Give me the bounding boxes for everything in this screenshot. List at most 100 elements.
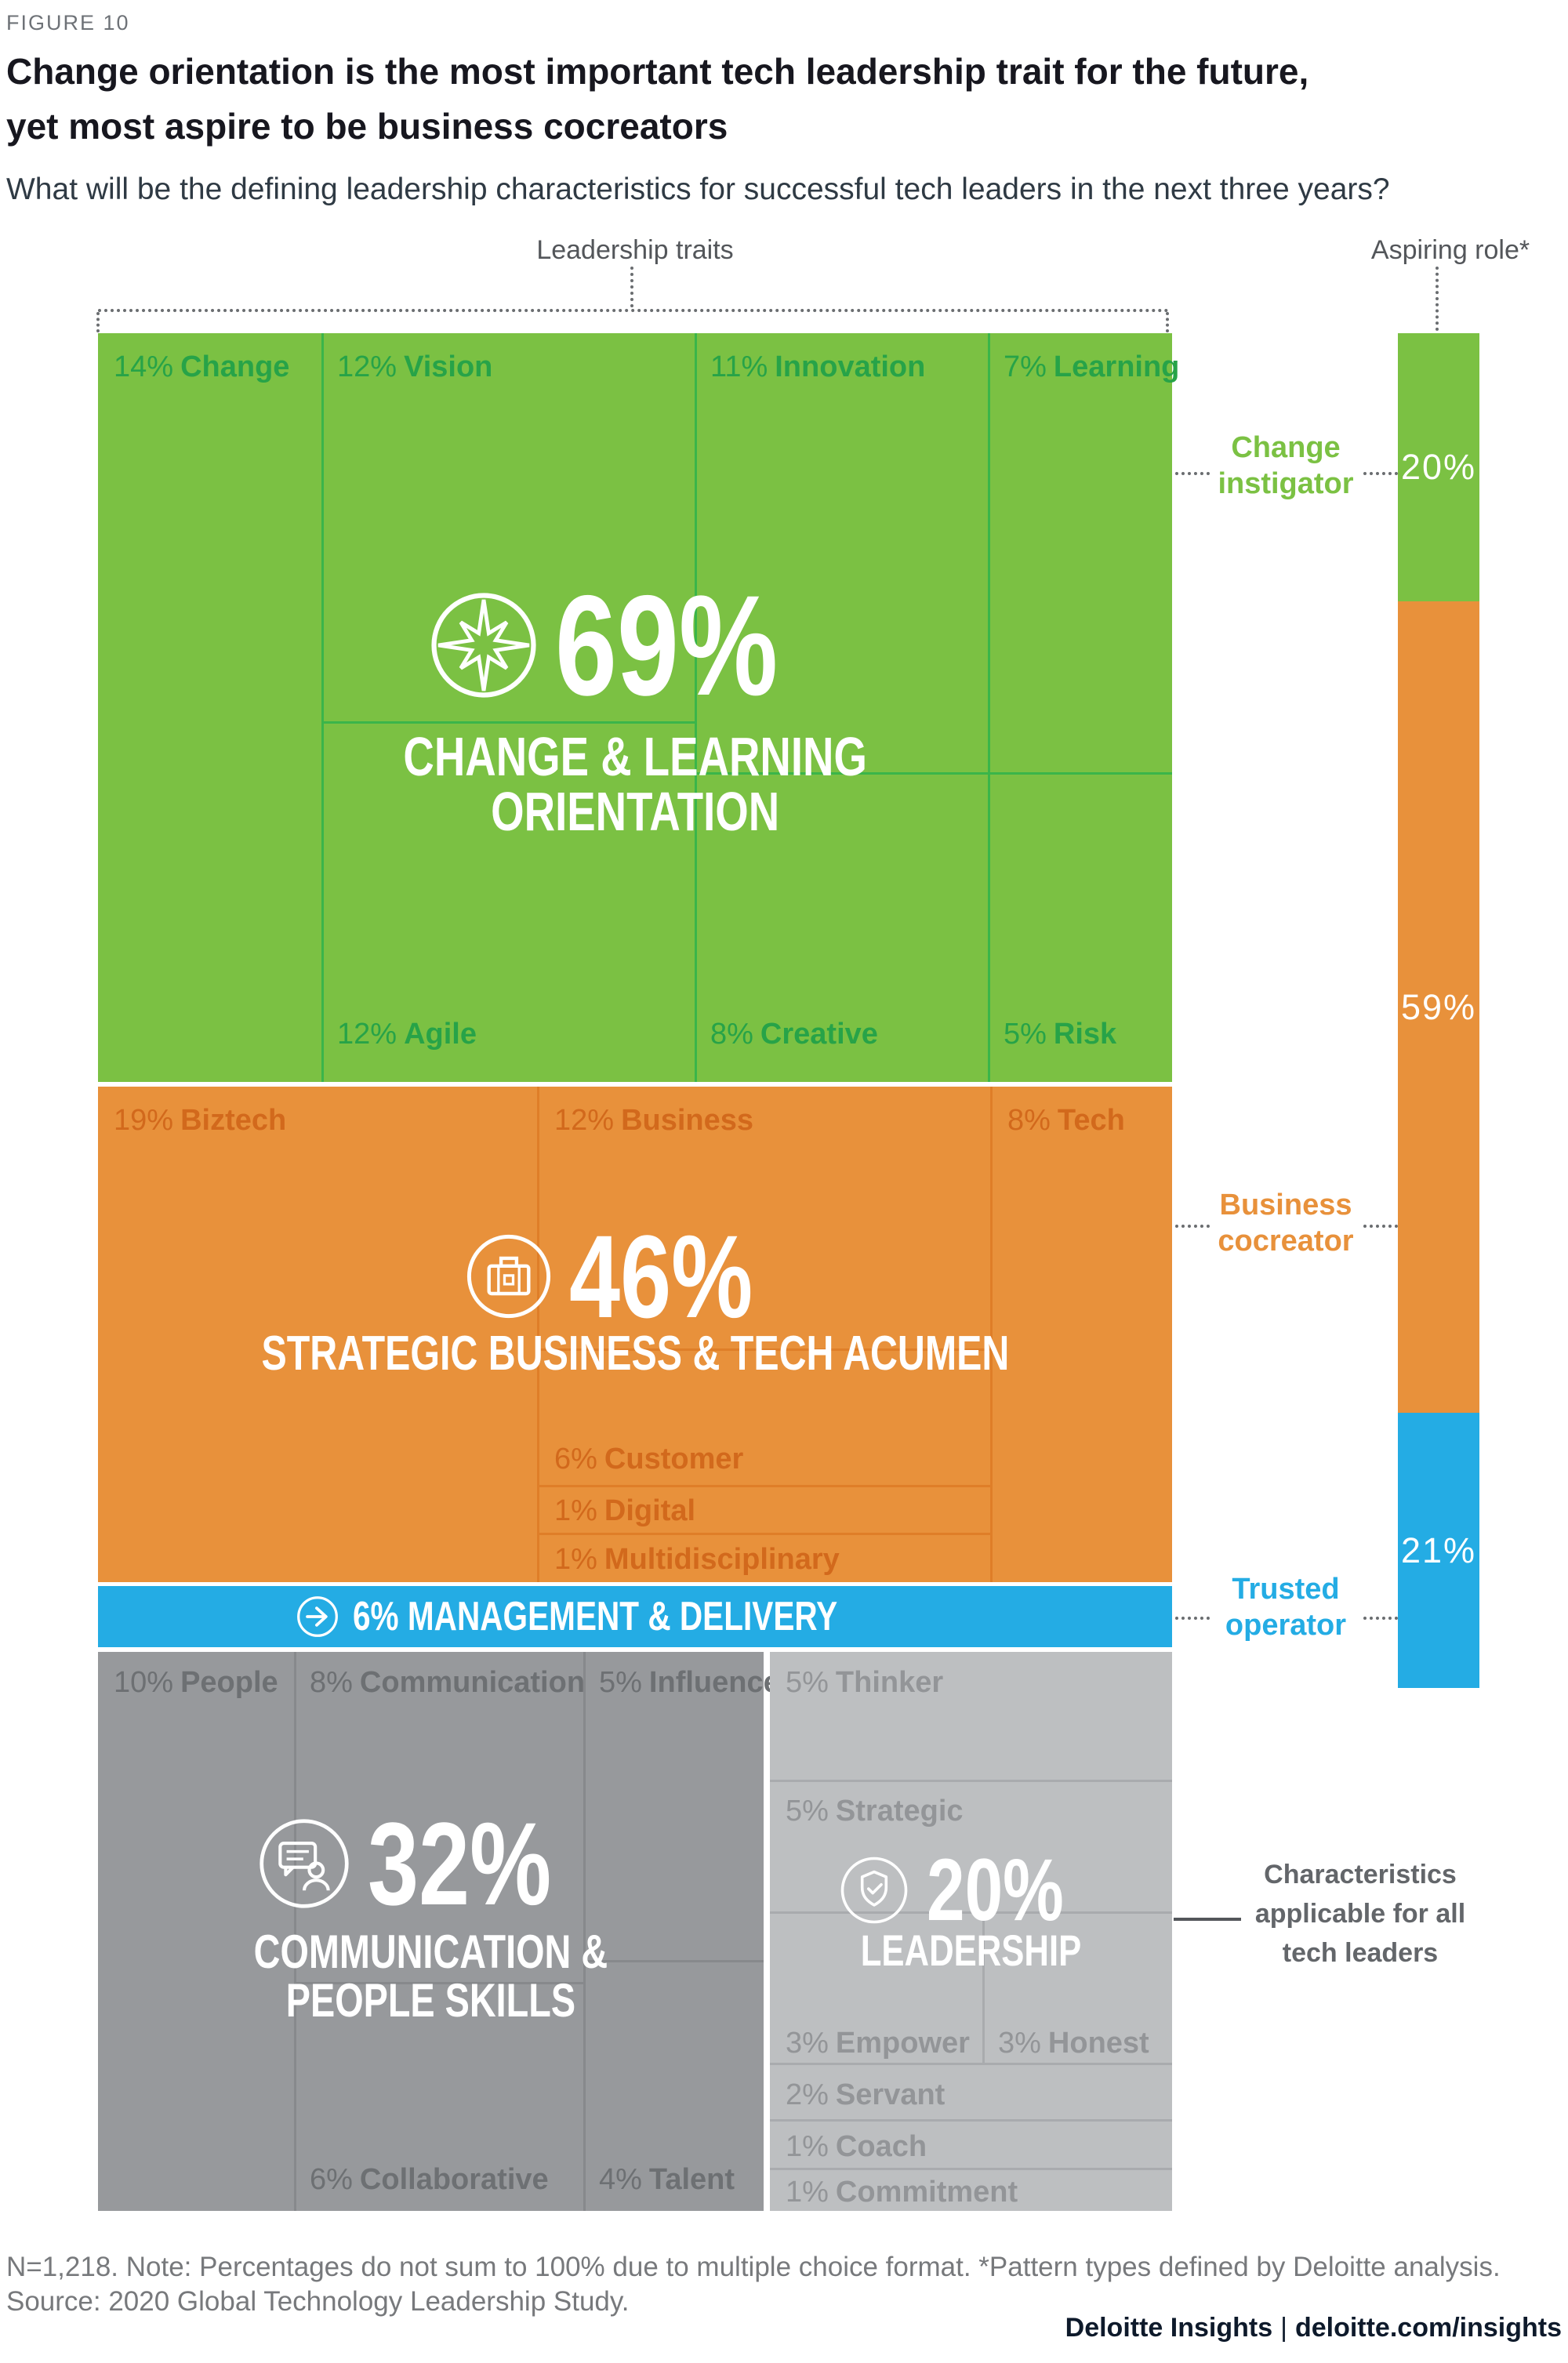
cell-pct: 12%	[337, 350, 397, 383]
group-name-line1: COMMUNICATION &	[253, 1926, 608, 1978]
divider	[770, 2063, 1172, 2065]
brand-separator: |	[1280, 2313, 1287, 2343]
page-subtitle: What will be the defining leadership cha…	[6, 172, 1390, 206]
guide-tick-role	[1436, 267, 1439, 331]
figure-number: FIGURE 10	[6, 11, 130, 34]
cell-label-creative: 8% Creative	[710, 1018, 878, 1051]
group-name: STRATEGIC BUSINESS & TECH ACUMEN	[261, 1327, 1009, 1381]
cell-pct: 8%	[710, 1018, 753, 1051]
cell-label-thinker: 5% Thinker	[786, 1666, 943, 1700]
divider	[770, 2119, 1172, 2122]
divider	[537, 1348, 993, 1351]
group-headline-inline: 6% MANAGEMENT & DELIVERY	[353, 1596, 837, 1637]
cell-name: Innovation	[775, 350, 926, 383]
divider	[988, 333, 990, 1082]
divider	[770, 1780, 1172, 1782]
aspiring-role-bar: 20% 59% 21%	[1398, 333, 1479, 1688]
group-headline-row: 46%	[98, 1218, 1172, 1335]
cell-label-tech: 8% Tech	[1007, 1104, 1125, 1138]
cell-label-collaborative: 6% Collaborative	[310, 2163, 549, 2197]
divider	[537, 1087, 539, 1582]
cell-label-customer: 6% Customer	[554, 1443, 743, 1476]
guide-tick-left	[96, 312, 100, 332]
divider	[583, 1960, 764, 1962]
cell-pct: 5%	[786, 1666, 829, 1699]
cell-label-business: 12% Business	[554, 1104, 753, 1138]
divider	[294, 1982, 586, 1984]
cell-label-influence: 5% Influence	[599, 1666, 780, 1700]
cell-pct: 6%	[310, 2163, 353, 2196]
cell-pct: 6%	[554, 1443, 597, 1476]
divider	[695, 333, 697, 1082]
shield-check-icon	[841, 1857, 908, 1924]
group-change-learning-orientation: 14% Change 12% Vision 11% Innovation 7% Lear…	[98, 333, 1179, 1082]
bar-segment-trusted-operator: 21%	[1398, 1413, 1479, 1688]
group-percentage: 20%	[927, 1841, 1065, 1939]
cell-pct: 8%	[310, 1666, 353, 1699]
cell-label-agile: 12% Agile	[337, 1018, 477, 1051]
role-label-business-cocreator: Business cocreator	[1218, 1189, 1354, 1258]
group-percentage: 32%	[368, 1798, 552, 1929]
divider	[770, 1911, 1172, 1914]
cell-pct: 12%	[337, 1018, 397, 1051]
cell-pct: 5%	[1004, 1018, 1047, 1051]
leader-dots	[1175, 1225, 1210, 1228]
cell-pct: 8%	[1007, 1104, 1051, 1137]
cell-name: Vision	[404, 350, 493, 383]
cell-label-digital: 1% Digital	[554, 1494, 695, 1528]
divider	[583, 1652, 586, 2211]
group-name: CHANGE & LEARNING ORIENTATION	[98, 729, 1172, 839]
bar-segment-value: 59%	[1400, 986, 1477, 1027]
cell-pct: 4%	[599, 2163, 642, 2196]
cell-pct: 12%	[554, 1104, 615, 1137]
annotation-all-tech-leaders: Characteristics applicable for all tech …	[1254, 1860, 1466, 1968]
leader-dots	[1363, 1225, 1398, 1228]
cell-pct: 11%	[710, 350, 768, 383]
cell-pct: 3%	[998, 2027, 1041, 2060]
cell-label-people: 10% People	[114, 1666, 278, 1700]
cell-name: Honest	[1047, 2027, 1149, 2060]
group-percentage: 69%	[554, 565, 778, 725]
leader-dots	[1363, 472, 1398, 475]
cell-name: Collaborative	[359, 2163, 549, 2196]
group-name-line2: ORIENTATION	[490, 781, 780, 842]
role-label-change-instigator: Change instigator	[1218, 431, 1354, 500]
cell-name: Agile	[404, 1018, 477, 1051]
group-communication-people-skills: 10% People 8% Communication 5% Influence 6%…	[98, 1652, 780, 2211]
chat-person-icon	[260, 1819, 350, 1908]
divider	[537, 1485, 993, 1487]
divider	[990, 1087, 993, 1582]
bar-segment-business-cocreator: 59%	[1398, 601, 1479, 1413]
cell-name: Empower	[835, 2027, 970, 2060]
bar-segment-value: 20%	[1400, 447, 1477, 487]
guide-tick-right	[1166, 312, 1169, 332]
footnote-line2: Source: 2020 Global Technology Leadershi…	[6, 2286, 630, 2317]
cell-label-change: 14% Change	[114, 350, 289, 384]
cell-pct: 1%	[554, 1543, 597, 1576]
brand-footer: Deloitte Insights | deloitte.com/insights	[1065, 2313, 1562, 2343]
cell-name: Creative	[760, 1018, 878, 1051]
cell-name: Digital	[604, 1494, 696, 1527]
annotation-leader-line	[1174, 1918, 1241, 1921]
group-name-line2: PEOPLE SKILLS	[285, 1974, 576, 2027]
divider	[321, 333, 324, 1082]
group-percentage: 46%	[568, 1211, 753, 1342]
cell-label-servant: 2% Servant	[786, 2078, 945, 2112]
group-percentage: 6%	[352, 1594, 399, 1639]
cell-label-coach: 1% Coach	[786, 2130, 927, 2164]
bar-segment-change-instigator: 20%	[1398, 333, 1479, 601]
cell-label-commitment: 1% Commitment	[786, 2176, 1018, 2209]
page-title-line2: yet most aspire to be business cocreator…	[6, 106, 728, 147]
cell-label-communication: 8% Communication	[310, 1666, 585, 1700]
divider	[294, 1652, 296, 2211]
page-title-line1: Change orientation is the most important…	[6, 51, 1309, 92]
cell-label-empower: 3% Empower	[786, 2027, 970, 2060]
cell-pct: 1%	[786, 2130, 829, 2163]
leader-dots	[1175, 472, 1210, 475]
cell-name: Learning	[1053, 350, 1180, 383]
cell-name: Tech	[1057, 1104, 1125, 1137]
group-name: MANAGEMENT & DELIVERY	[407, 1594, 837, 1639]
column-header-leadership-traits: Leadership traits	[536, 235, 734, 265]
cell-label-strategic: 5% Strategic	[786, 1795, 964, 1828]
